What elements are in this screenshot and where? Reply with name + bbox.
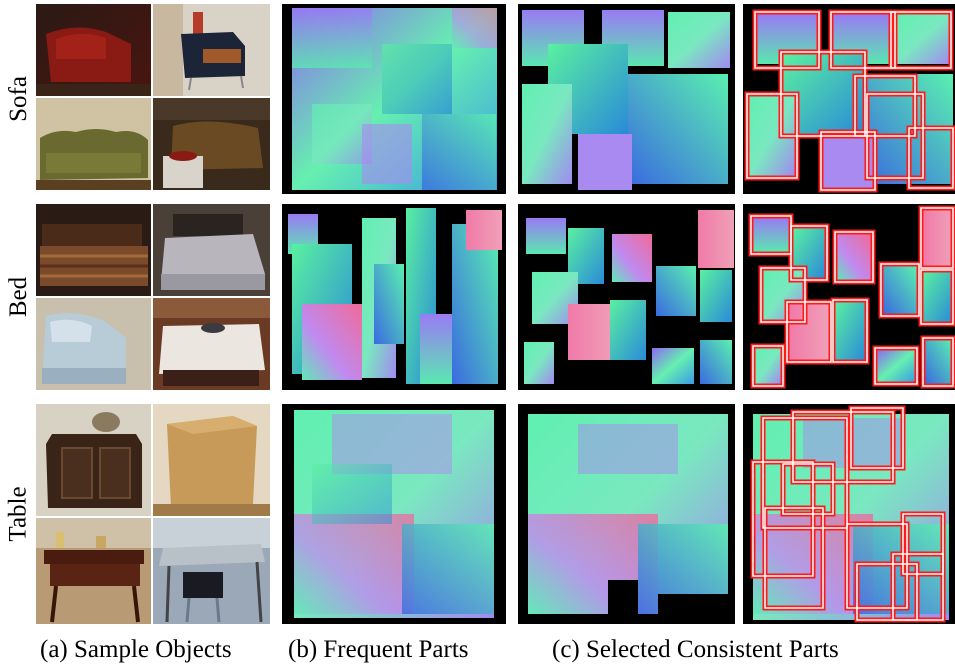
selected-parts-boxes-table: [743, 404, 955, 624]
selected-parts-table: [518, 404, 735, 624]
selected-parts-bed: [518, 204, 735, 390]
bed-photo-1: [36, 204, 151, 296]
row-label-bed: Bed: [5, 276, 32, 318]
frequent-parts-table: [282, 404, 506, 624]
selected-parts-sofa: [518, 4, 735, 194]
bed-photo-3: [36, 298, 151, 390]
caption-selected-parts: (c) Selected Consistent Parts: [552, 636, 839, 663]
row-label-table: Table: [5, 486, 33, 542]
frequent-parts-sofa: [282, 4, 506, 194]
table-photo-4: [153, 518, 270, 624]
frequent-parts-bed: [282, 204, 506, 390]
caption-frequent-parts: (b) Frequent Parts: [288, 636, 469, 663]
caption-sample-objects: (a) Sample Objects: [40, 636, 232, 663]
sofa-photo-2: [153, 4, 270, 96]
sofa-photo-4: [153, 98, 270, 190]
selected-parts-boxes-bed: [743, 204, 955, 390]
selected-parts-boxes-sofa: [743, 4, 955, 194]
table-photo-1: [36, 404, 151, 516]
row-label-sofa: Sofa: [5, 76, 33, 122]
sofa-photo-1: [36, 4, 151, 96]
bed-photo-2: [153, 204, 270, 296]
sofa-photo-3: [36, 98, 151, 190]
table-photo-3: [36, 518, 151, 624]
bed-photo-4: [153, 298, 270, 390]
table-photo-2: [153, 404, 270, 516]
